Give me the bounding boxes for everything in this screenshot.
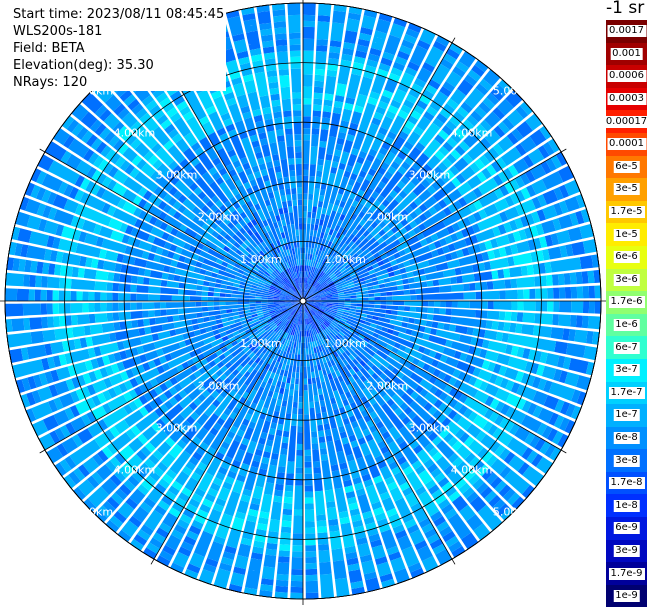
colorbar-tick-label: 0.0003 [607, 93, 646, 106]
range-ring-label: 5.00km [72, 506, 114, 519]
elevation-label: Elevation(deg): 35.30 [11, 57, 227, 74]
range-ring-label: 1.00km [240, 337, 282, 350]
range-ring-label: 1.00km [324, 337, 366, 350]
colorbar-tick-label: 1e-9 [613, 590, 640, 603]
colorbar-tick-label: 6e-9 [613, 522, 640, 535]
range-ring-label: 2.00km [367, 211, 409, 224]
colorbar-segment: 6e-6 [606, 245, 647, 269]
colorbar-tick-label: 3e-9 [613, 544, 640, 557]
colorbar-tick-label: 1e-6 [613, 319, 640, 332]
colorbar-segment: 1.7e-8 [606, 471, 647, 495]
azimuth-spoke [302, 37, 456, 302]
colorbar-tick-label: 1e-5 [613, 228, 640, 241]
range-ring-label: 4.00km [114, 126, 156, 139]
colorbar-tick-label: 1e-7 [613, 409, 640, 422]
colorbar-tick-label: 3e-6 [613, 273, 640, 286]
colorbar-tick-label: 0.0001 [607, 138, 646, 151]
colorbar-segment: 0.0006 [606, 65, 647, 88]
colorbar-segment: 1e-8 [606, 494, 647, 518]
colorbar-segment: 3e-6 [606, 268, 647, 292]
range-ring-labels: 1.00km 1.00km 1.00km 1.00km 2.00km 2.00km 2.00… [72, 84, 535, 518]
instrument-label: WLS200s-181 [11, 23, 227, 40]
colorbar-segment: 3e-8 [606, 449, 647, 472]
colorbar-title: -1 sr [606, 0, 645, 18]
colorbar-tick-label: 0.0017 [607, 25, 646, 38]
range-ring-label: 2.00km [198, 211, 240, 224]
range-ring-label: 2.00km [367, 379, 409, 392]
colorbar-tick-label: 6e-8 [613, 431, 640, 444]
colorbar-segment: 6e-9 [606, 517, 647, 540]
colorbar-segment: 1e-5 [606, 223, 647, 246]
colorbar-segment: 1e-6 [606, 313, 647, 337]
range-ring-label: 4.00km [451, 464, 493, 477]
colorbar-tick-label: 3e-5 [613, 183, 640, 196]
range-ring-label: 3.00km [156, 169, 198, 182]
azimuth-spokes [0, 0, 607, 605]
colorbar-segment: 0.0017 [606, 20, 647, 43]
azimuth-spoke [150, 300, 304, 565]
colorbar-segment: 6e-7 [606, 336, 647, 359]
colorbar-tick-label: 1.7e-5 [608, 206, 645, 219]
colorbar-tick-label: 3e-7 [613, 364, 640, 377]
colorbar-segment: 3e-9 [606, 539, 647, 563]
colorbar-segment: 1.7e-5 [606, 200, 647, 224]
colorbar: 0.0017 0.001 0.0006 0.0003 0.00017 0.0001 6e-5… [603, 20, 647, 607]
range-ring-label: 4.00km [451, 126, 493, 139]
radar-center-marker [299, 297, 307, 305]
colorbar-tick-label: 0.0006 [607, 70, 646, 83]
range-ring-label: 3.00km [409, 169, 451, 182]
azimuth-spoke [302, 300, 567, 454]
scan-info: Start time: 2023/08/11 08:45:45 WLS200s-… [11, 6, 227, 91]
start-time-label: Start time: 2023/08/11 08:45:45 [11, 6, 227, 23]
ppi-gate-cells [5, 3, 600, 598]
field-label: Field: BETA [11, 40, 227, 57]
colorbar-tick-label: 1.7e-8 [608, 477, 645, 490]
range-ring-label: 3.00km [156, 421, 198, 434]
colorbar-tick-label: 1.7e-7 [608, 386, 645, 399]
colorbar-segment: 0.00017 [603, 110, 647, 133]
colorbar-segment: 1e-9 [606, 584, 647, 607]
colorbar-tick-label: 0.001 [610, 47, 643, 60]
colorbar-segment: 6e-8 [606, 426, 647, 450]
colorbar-segment: 0.0003 [606, 87, 647, 111]
colorbar-tick-label: 6e-7 [613, 341, 640, 354]
azimuth-spoke [302, 148, 567, 302]
azimuth-spoke [39, 300, 304, 454]
range-ring-label: 1.00km [240, 253, 282, 266]
colorbar-tick-label: 6e-6 [613, 251, 640, 264]
range-ring-label: 2.00km [198, 379, 240, 392]
colorbar-segment: 1e-7 [606, 404, 647, 427]
colorbar-tick-label: 6e-5 [613, 160, 640, 173]
range-ring-label: 5.00km [493, 84, 535, 97]
colorbar-segment: 0.0001 [606, 132, 647, 156]
colorbar-segment: 6e-5 [606, 155, 647, 179]
range-ring-label: 3.00km [409, 421, 451, 434]
colorbar-segment: 1.7e-9 [606, 562, 647, 585]
colorbar-tick-label: 0.00017 [603, 115, 647, 128]
range-ring-label: 1.00km [324, 253, 366, 266]
nrays-label: NRays: 120 [11, 74, 227, 91]
colorbar-tick-label: 3e-8 [613, 454, 640, 467]
colorbar-segment: 3e-7 [606, 358, 647, 382]
colorbar-segment: 0.001 [606, 42, 647, 66]
colorbar-tick-label: 1.7e-6 [608, 296, 645, 309]
range-ring-label: 5.00km [493, 506, 535, 519]
colorbar-segment: 3e-5 [606, 178, 647, 201]
azimuth-spoke [302, 300, 456, 565]
colorbar-segment: 1.7e-6 [606, 291, 647, 314]
azimuth-spoke [39, 148, 304, 302]
range-ring-label: 4.00km [114, 464, 156, 477]
colorbar-tick-label: 1e-8 [613, 499, 640, 512]
colorbar-segment: 1.7e-7 [606, 381, 647, 405]
colorbar-tick-label: 1.7e-9 [608, 567, 645, 580]
ppi-gate-cells [5, 3, 601, 599]
